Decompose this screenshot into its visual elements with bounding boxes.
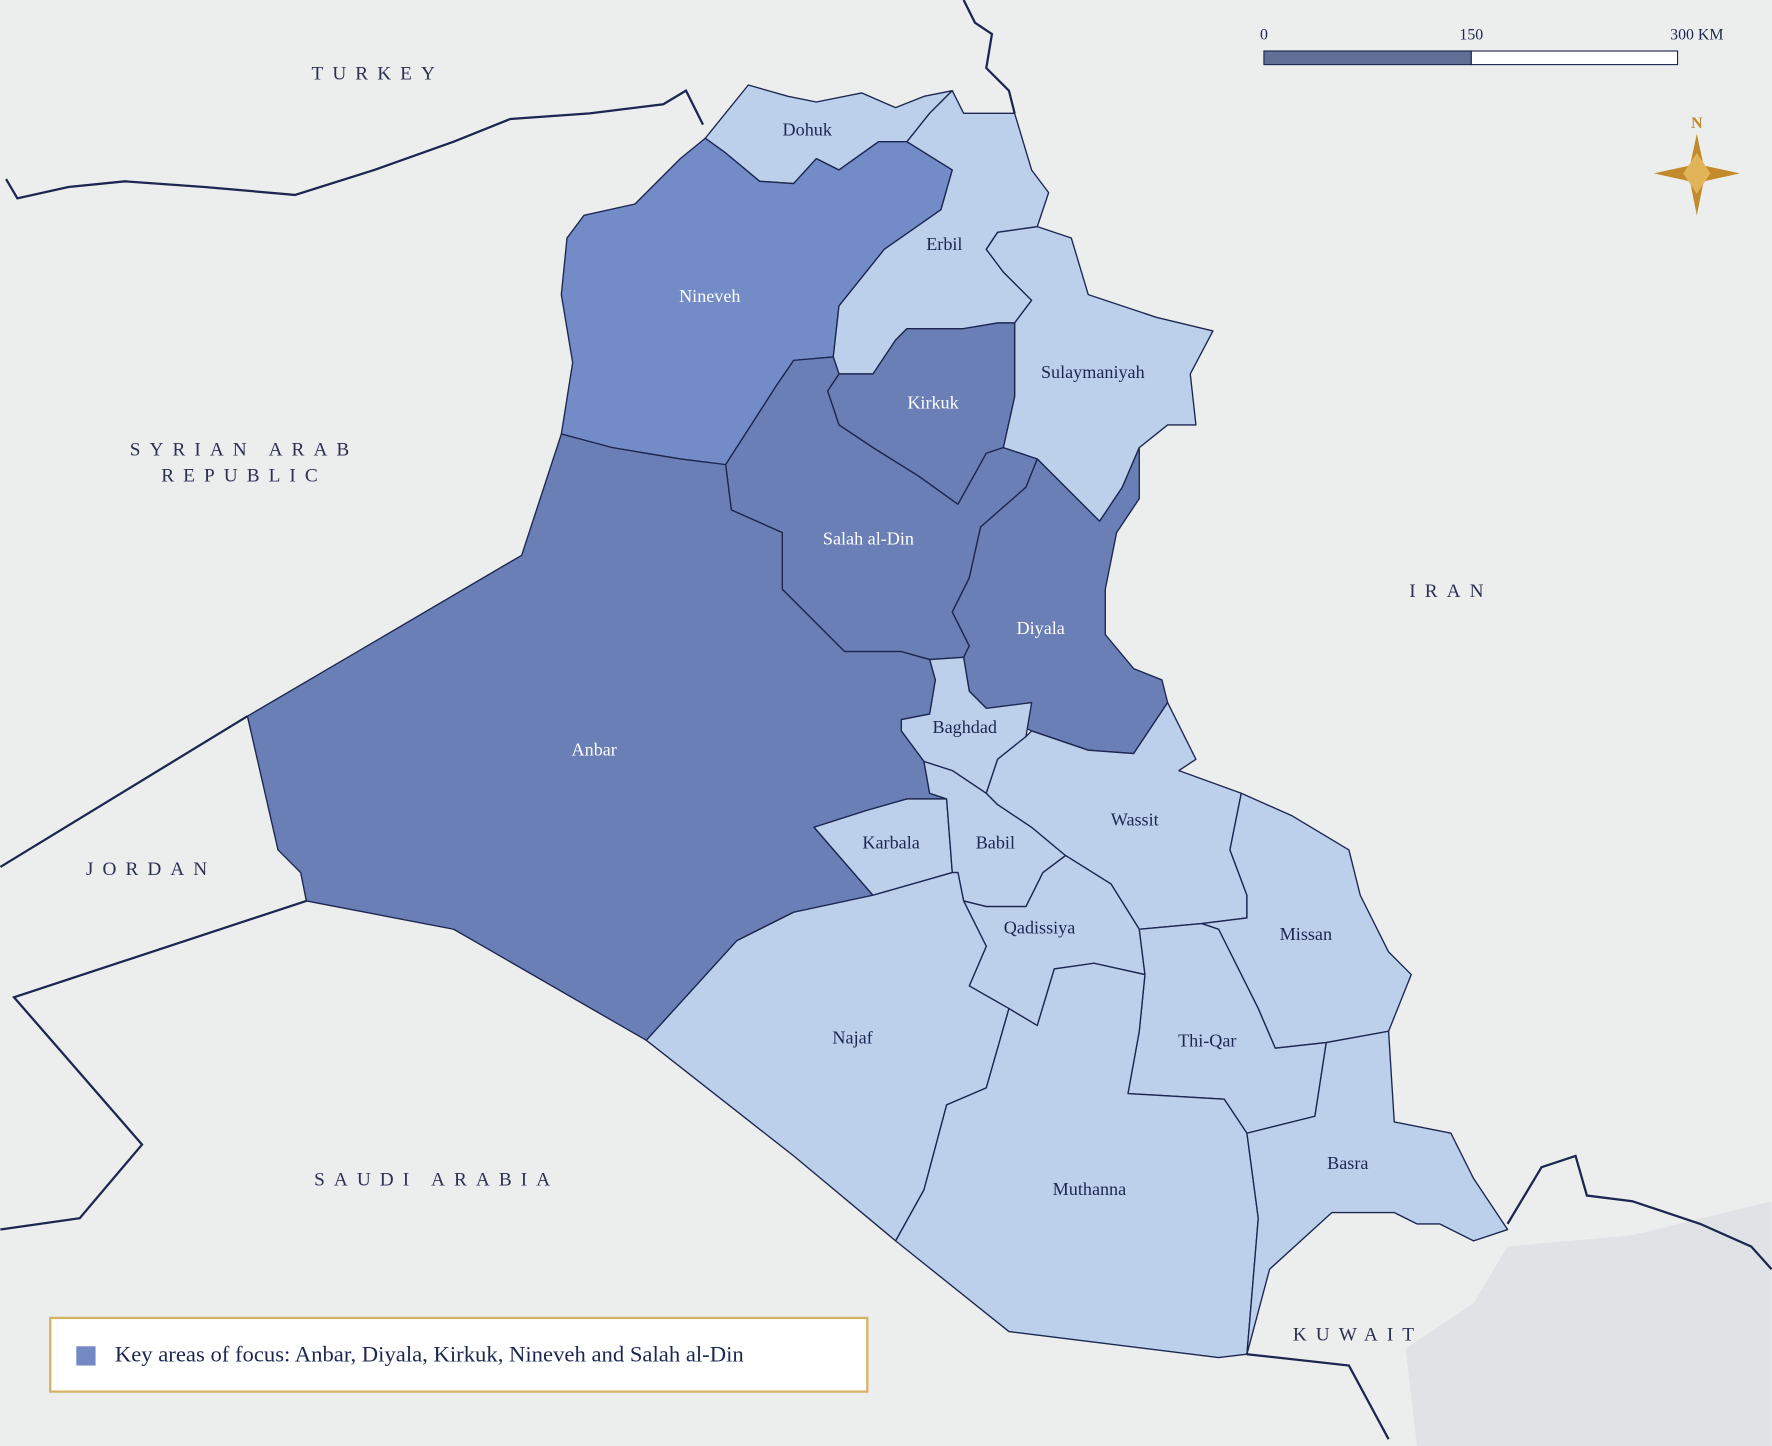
country-label: KUWAIT <box>1293 1325 1423 1346</box>
jordan-border <box>0 715 249 868</box>
iran-coast <box>1506 1154 1772 1270</box>
legend-text: Key areas of focus: Anbar, Diyala, Kirku… <box>115 1342 744 1367</box>
province-area <box>1246 1030 1509 1355</box>
compass-north: N <box>1691 115 1703 132</box>
province-label: Najaf <box>832 1027 873 1047</box>
iran-turkey-border <box>962 0 1016 114</box>
province-label: Basra <box>1327 1153 1368 1173</box>
province-label: Diyala <box>1017 618 1065 638</box>
turkey-border <box>5 89 704 200</box>
province-label: Dohuk <box>783 120 833 140</box>
province-label: Kirkuk <box>907 393 959 413</box>
province-label: Muthanna <box>1053 1179 1127 1199</box>
saudi-jordan-border <box>0 899 307 1231</box>
country-label: REPUBLIC <box>161 466 327 487</box>
country-label: TURKEY <box>312 63 444 84</box>
gulf-water <box>1405 1201 1772 1446</box>
labels: TURKEY SYRIAN ARAB REPUBLIC IRAN JORDAN SAUDI… <box>86 63 1492 1346</box>
province-label: Wassit <box>1111 810 1159 830</box>
province-label: Thi-Qar <box>1178 1031 1236 1051</box>
province-label: Karbala <box>862 832 919 852</box>
compass-inner <box>1683 152 1711 194</box>
province-label: Qadissiya <box>1004 917 1075 937</box>
province-label: Babil <box>976 832 1015 852</box>
province-label: Erbil <box>926 234 962 254</box>
province-label: Nineveh <box>679 286 740 306</box>
scale-label: 300 KM <box>1670 27 1723 44</box>
province-label: Salah al-Din <box>823 529 914 549</box>
country-label: SYRIAN ARAB <box>130 440 359 461</box>
province-label: Baghdad <box>933 717 997 737</box>
country-label: IRAN <box>1409 581 1492 602</box>
scale-label: 150 <box>1459 27 1483 44</box>
scale-bar-light <box>1470 50 1679 66</box>
country-label: SAUDI ARABIA <box>314 1169 559 1190</box>
province-label: Anbar <box>572 739 617 759</box>
scale-bar-dark <box>1263 50 1472 66</box>
scale-label: 0 <box>1260 27 1268 44</box>
provinces <box>246 84 1509 1359</box>
kuwait-border <box>1246 1353 1390 1440</box>
legend-swatch <box>76 1346 96 1366</box>
legend-box <box>49 1316 869 1393</box>
province-label: Sulaymaniyah <box>1041 362 1145 382</box>
province-label: Missan <box>1280 924 1332 944</box>
country-label: JORDAN <box>86 859 216 880</box>
